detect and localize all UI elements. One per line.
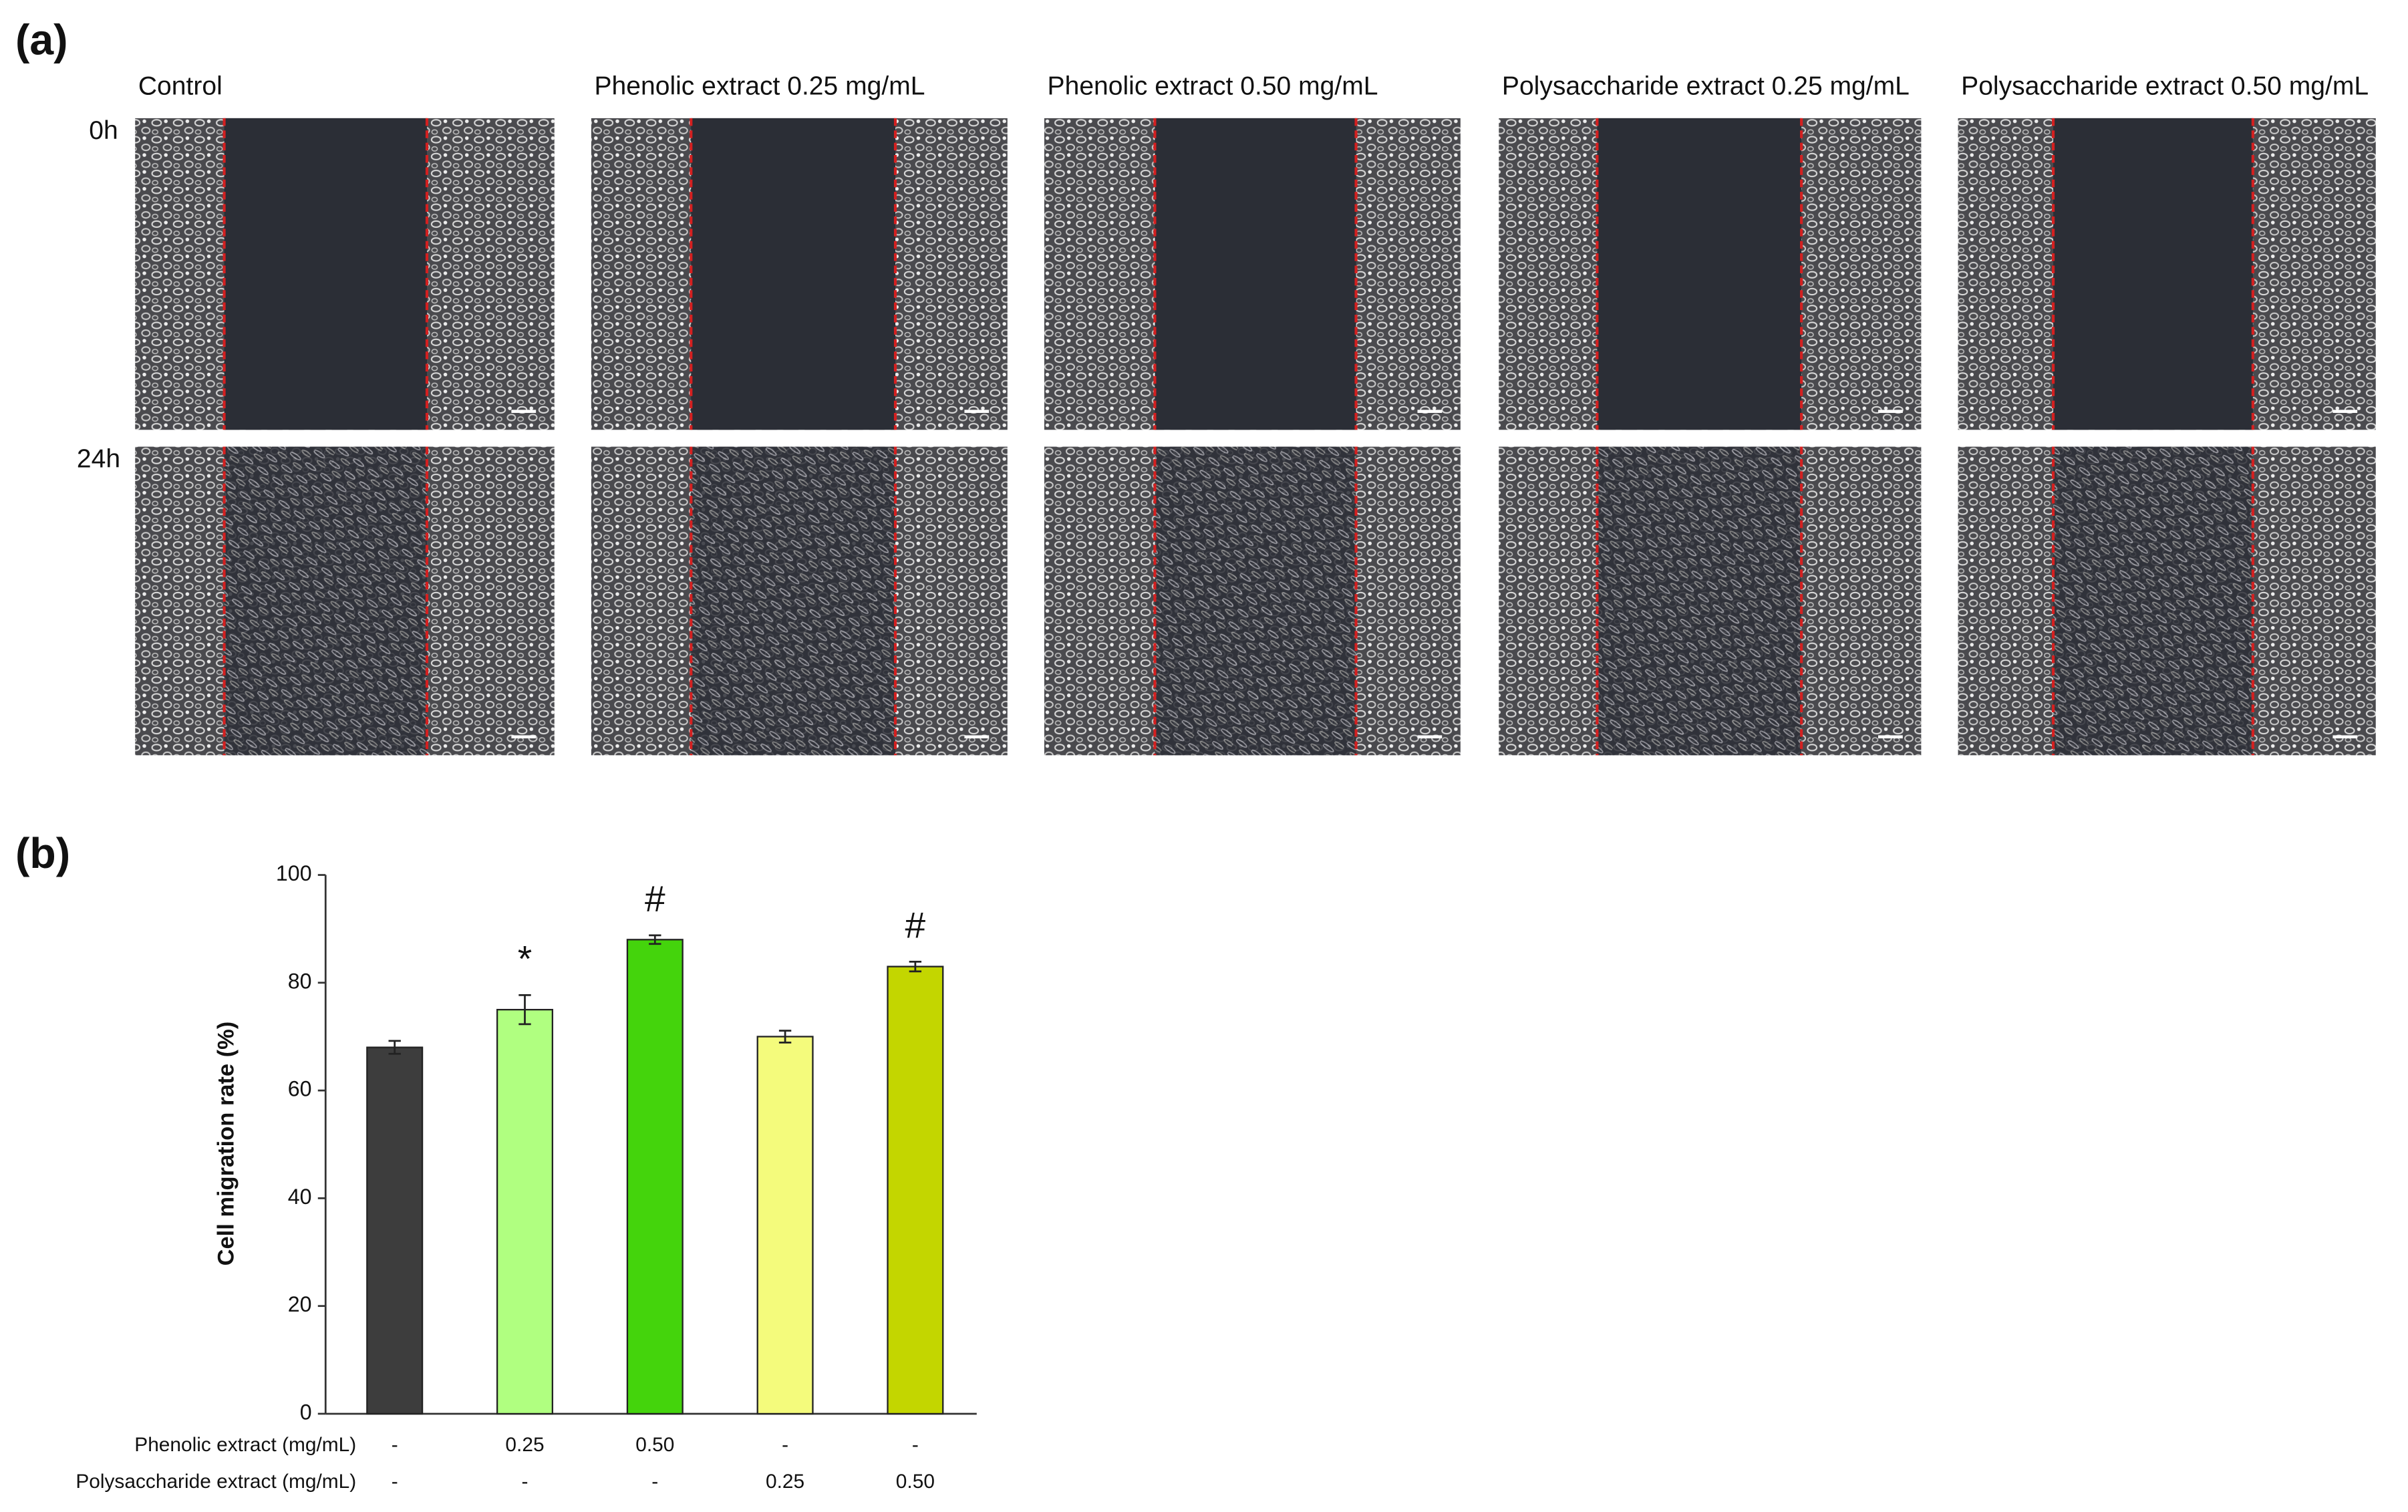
y-tick-label: 20 bbox=[288, 1292, 312, 1316]
x-tick-label: 0.25 bbox=[505, 1434, 544, 1456]
column-title: Polysaccharide extract 0.25 mg/mL bbox=[1502, 71, 1910, 100]
y-tick-label: 100 bbox=[276, 861, 312, 885]
y-tick-label: 80 bbox=[288, 969, 312, 993]
wound-area bbox=[224, 446, 427, 756]
wound-area bbox=[2053, 118, 2253, 430]
bar bbox=[887, 965, 944, 1415]
x-tick-label: 0.25 bbox=[766, 1471, 804, 1493]
wound-area bbox=[1155, 118, 1356, 430]
bar bbox=[496, 1009, 554, 1415]
y-tick-label: 40 bbox=[288, 1185, 312, 1209]
x-tick-label: - bbox=[392, 1471, 398, 1493]
wound-area bbox=[1597, 118, 1802, 430]
x-tick-label: - bbox=[782, 1434, 788, 1456]
y-axis-label: Cell migration rate (%) bbox=[213, 1022, 239, 1266]
wound-area bbox=[1597, 446, 1802, 756]
column-title: Phenolic extract 0.50 mg/mL bbox=[1048, 71, 1378, 100]
panel-label: (a) bbox=[15, 15, 68, 63]
column-title: Polysaccharide extract 0.50 mg/mL bbox=[1961, 71, 2369, 100]
x-tick-label: - bbox=[651, 1471, 658, 1493]
y-tick-label: 0 bbox=[300, 1400, 312, 1424]
y-tick-label: 60 bbox=[288, 1077, 312, 1101]
wound-area bbox=[1155, 446, 1356, 756]
x-tick-label: 0.50 bbox=[635, 1434, 674, 1456]
bar bbox=[756, 1036, 814, 1415]
category-row-label: Polysaccharide extract (mg/mL) bbox=[76, 1471, 356, 1493]
x-tick-label: - bbox=[392, 1434, 398, 1456]
column-title: Phenolic extract 0.25 mg/mL bbox=[595, 71, 925, 100]
wound-area bbox=[691, 446, 896, 756]
wound-area bbox=[2053, 446, 2253, 756]
column-title: Control bbox=[138, 71, 222, 100]
significance-mark: # bbox=[905, 904, 926, 945]
row-label: 0h bbox=[89, 116, 118, 145]
wound-area bbox=[224, 118, 427, 430]
x-tick-label: 0.50 bbox=[896, 1471, 935, 1493]
x-tick-label: - bbox=[912, 1434, 919, 1456]
x-tick-label: - bbox=[522, 1471, 529, 1493]
category-row-label: Phenolic extract (mg/mL) bbox=[134, 1434, 356, 1456]
row-label: 24h bbox=[77, 445, 120, 474]
bar bbox=[366, 1046, 424, 1415]
micrographs: Control Phenolic extract 0.25 mg/mL Phenol… bbox=[77, 71, 2376, 756]
bar bbox=[626, 939, 684, 1415]
significance-mark: * bbox=[518, 937, 532, 979]
significance-mark: # bbox=[645, 878, 665, 919]
panel-label: (b) bbox=[15, 829, 70, 877]
wound-area bbox=[691, 118, 896, 430]
